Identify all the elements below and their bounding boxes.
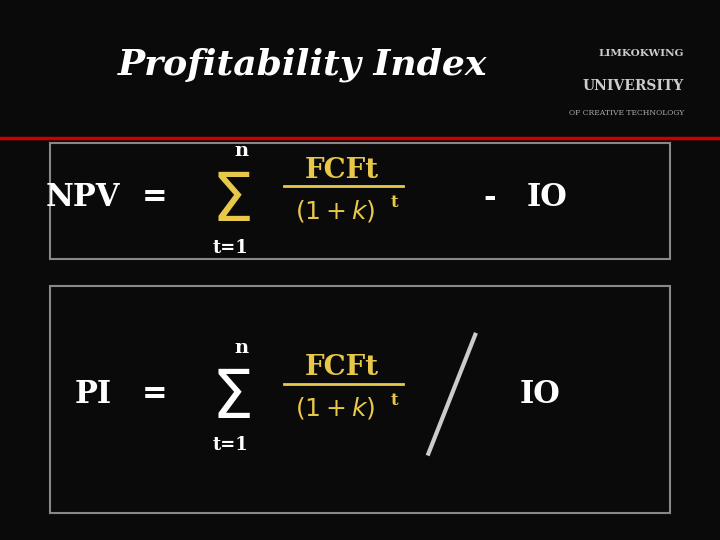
Text: =: = — [142, 379, 168, 410]
FancyBboxPatch shape — [50, 143, 670, 259]
Text: n: n — [234, 142, 248, 160]
Text: IO: IO — [527, 181, 567, 213]
FancyBboxPatch shape — [50, 286, 670, 513]
Text: NPV: NPV — [45, 181, 120, 213]
Text: Profitability Index: Profitability Index — [117, 48, 487, 82]
Text: IO: IO — [520, 379, 560, 410]
Text: t=1: t=1 — [212, 239, 248, 258]
Text: FCFt: FCFt — [305, 354, 379, 381]
Text: n: n — [234, 339, 248, 357]
Text: =: = — [142, 181, 168, 213]
Text: t=1: t=1 — [212, 436, 248, 455]
Text: $\Sigma$: $\Sigma$ — [210, 367, 251, 432]
Text: OF CREATIVE TECHNOLOGY: OF CREATIVE TECHNOLOGY — [569, 110, 684, 117]
Text: UNIVERSITY: UNIVERSITY — [582, 79, 684, 93]
Text: t: t — [391, 392, 398, 409]
Text: $\Sigma$: $\Sigma$ — [210, 170, 251, 235]
Text: $(1 + k)$: $(1 + k)$ — [294, 198, 375, 224]
Text: PI: PI — [75, 379, 112, 410]
Text: -: - — [483, 181, 496, 213]
Text: FCFt: FCFt — [305, 157, 379, 184]
Text: t: t — [391, 194, 398, 211]
Text: LIMKOKWING: LIMKOKWING — [598, 50, 684, 58]
Text: $(1 + k)$: $(1 + k)$ — [294, 395, 375, 421]
